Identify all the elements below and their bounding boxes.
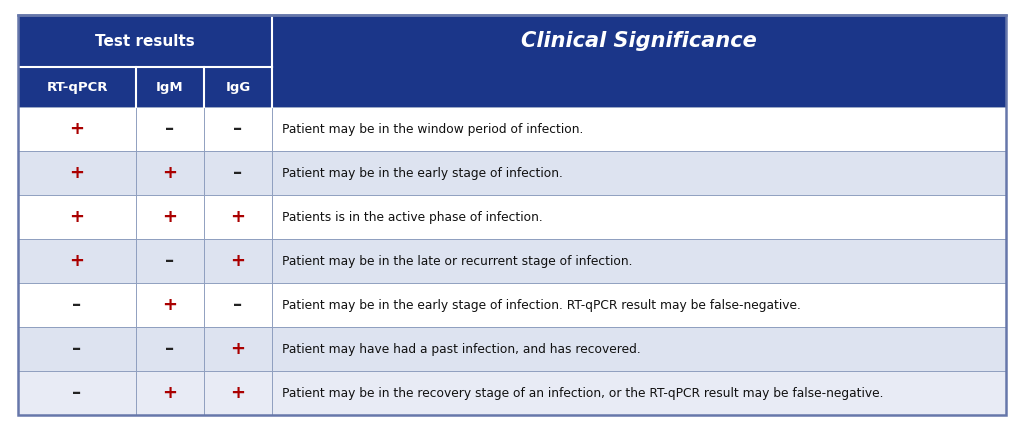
Bar (136, 327, 204, 371)
Bar (18, 107, 136, 151)
Bar (272, 239, 1006, 283)
Bar (136, 239, 204, 283)
Bar (18, 327, 136, 371)
Text: –: – (166, 252, 174, 270)
Text: +: + (163, 384, 177, 402)
Text: –: – (166, 120, 174, 138)
Text: Patient may be in the early stage of infection. RT-qPCR result may be false-nega: Patient may be in the early stage of inf… (282, 298, 801, 311)
Text: +: + (70, 164, 85, 182)
Bar (204, 151, 272, 195)
Bar (272, 195, 1006, 239)
Text: –: – (233, 120, 243, 138)
Text: +: + (230, 340, 246, 358)
Bar (18, 15, 272, 67)
Text: Test results: Test results (95, 34, 195, 49)
Bar (136, 151, 204, 195)
Text: IgM: IgM (157, 80, 184, 93)
Text: +: + (70, 120, 85, 138)
Bar (18, 67, 1006, 107)
Bar (136, 371, 204, 415)
Bar (204, 327, 272, 371)
Bar (18, 283, 136, 327)
Text: +: + (163, 164, 177, 182)
Bar (204, 107, 272, 151)
Text: +: + (230, 252, 246, 270)
Text: –: – (166, 340, 174, 358)
Bar (272, 107, 1006, 151)
Bar (18, 371, 136, 415)
Bar (272, 15, 1006, 67)
Text: +: + (70, 208, 85, 226)
Text: –: – (233, 164, 243, 182)
Bar (136, 107, 204, 151)
Text: –: – (233, 296, 243, 314)
Text: Patients is in the active phase of infection.: Patients is in the active phase of infec… (282, 211, 543, 224)
Bar (136, 195, 204, 239)
Bar (18, 239, 136, 283)
Bar (204, 371, 272, 415)
Text: +: + (230, 208, 246, 226)
Text: –: – (73, 296, 82, 314)
Bar (204, 195, 272, 239)
Text: Patient may be in the late or recurrent stage of infection.: Patient may be in the late or recurrent … (282, 255, 633, 267)
Text: +: + (163, 296, 177, 314)
Text: Patient may be in the window period of infection.: Patient may be in the window period of i… (282, 123, 584, 135)
Text: RT-qPCR: RT-qPCR (46, 80, 108, 93)
Text: –: – (73, 384, 82, 402)
Bar (272, 327, 1006, 371)
Text: –: – (73, 340, 82, 358)
Bar (272, 151, 1006, 195)
Bar (204, 239, 272, 283)
Text: Patient may be in the recovery stage of an infection, or the RT-qPCR result may : Patient may be in the recovery stage of … (282, 387, 884, 399)
Bar (136, 283, 204, 327)
Bar (18, 151, 136, 195)
Text: Patient may have had a past infection, and has recovered.: Patient may have had a past infection, a… (282, 343, 641, 356)
Text: Patient may be in the early stage of infection.: Patient may be in the early stage of inf… (282, 166, 563, 179)
Bar (204, 283, 272, 327)
Text: +: + (70, 252, 85, 270)
Bar (272, 371, 1006, 415)
Text: +: + (163, 208, 177, 226)
Text: Clinical Significance: Clinical Significance (521, 31, 757, 51)
Text: +: + (230, 384, 246, 402)
Text: IgG: IgG (225, 80, 251, 93)
Bar (18, 195, 136, 239)
Bar (272, 283, 1006, 327)
